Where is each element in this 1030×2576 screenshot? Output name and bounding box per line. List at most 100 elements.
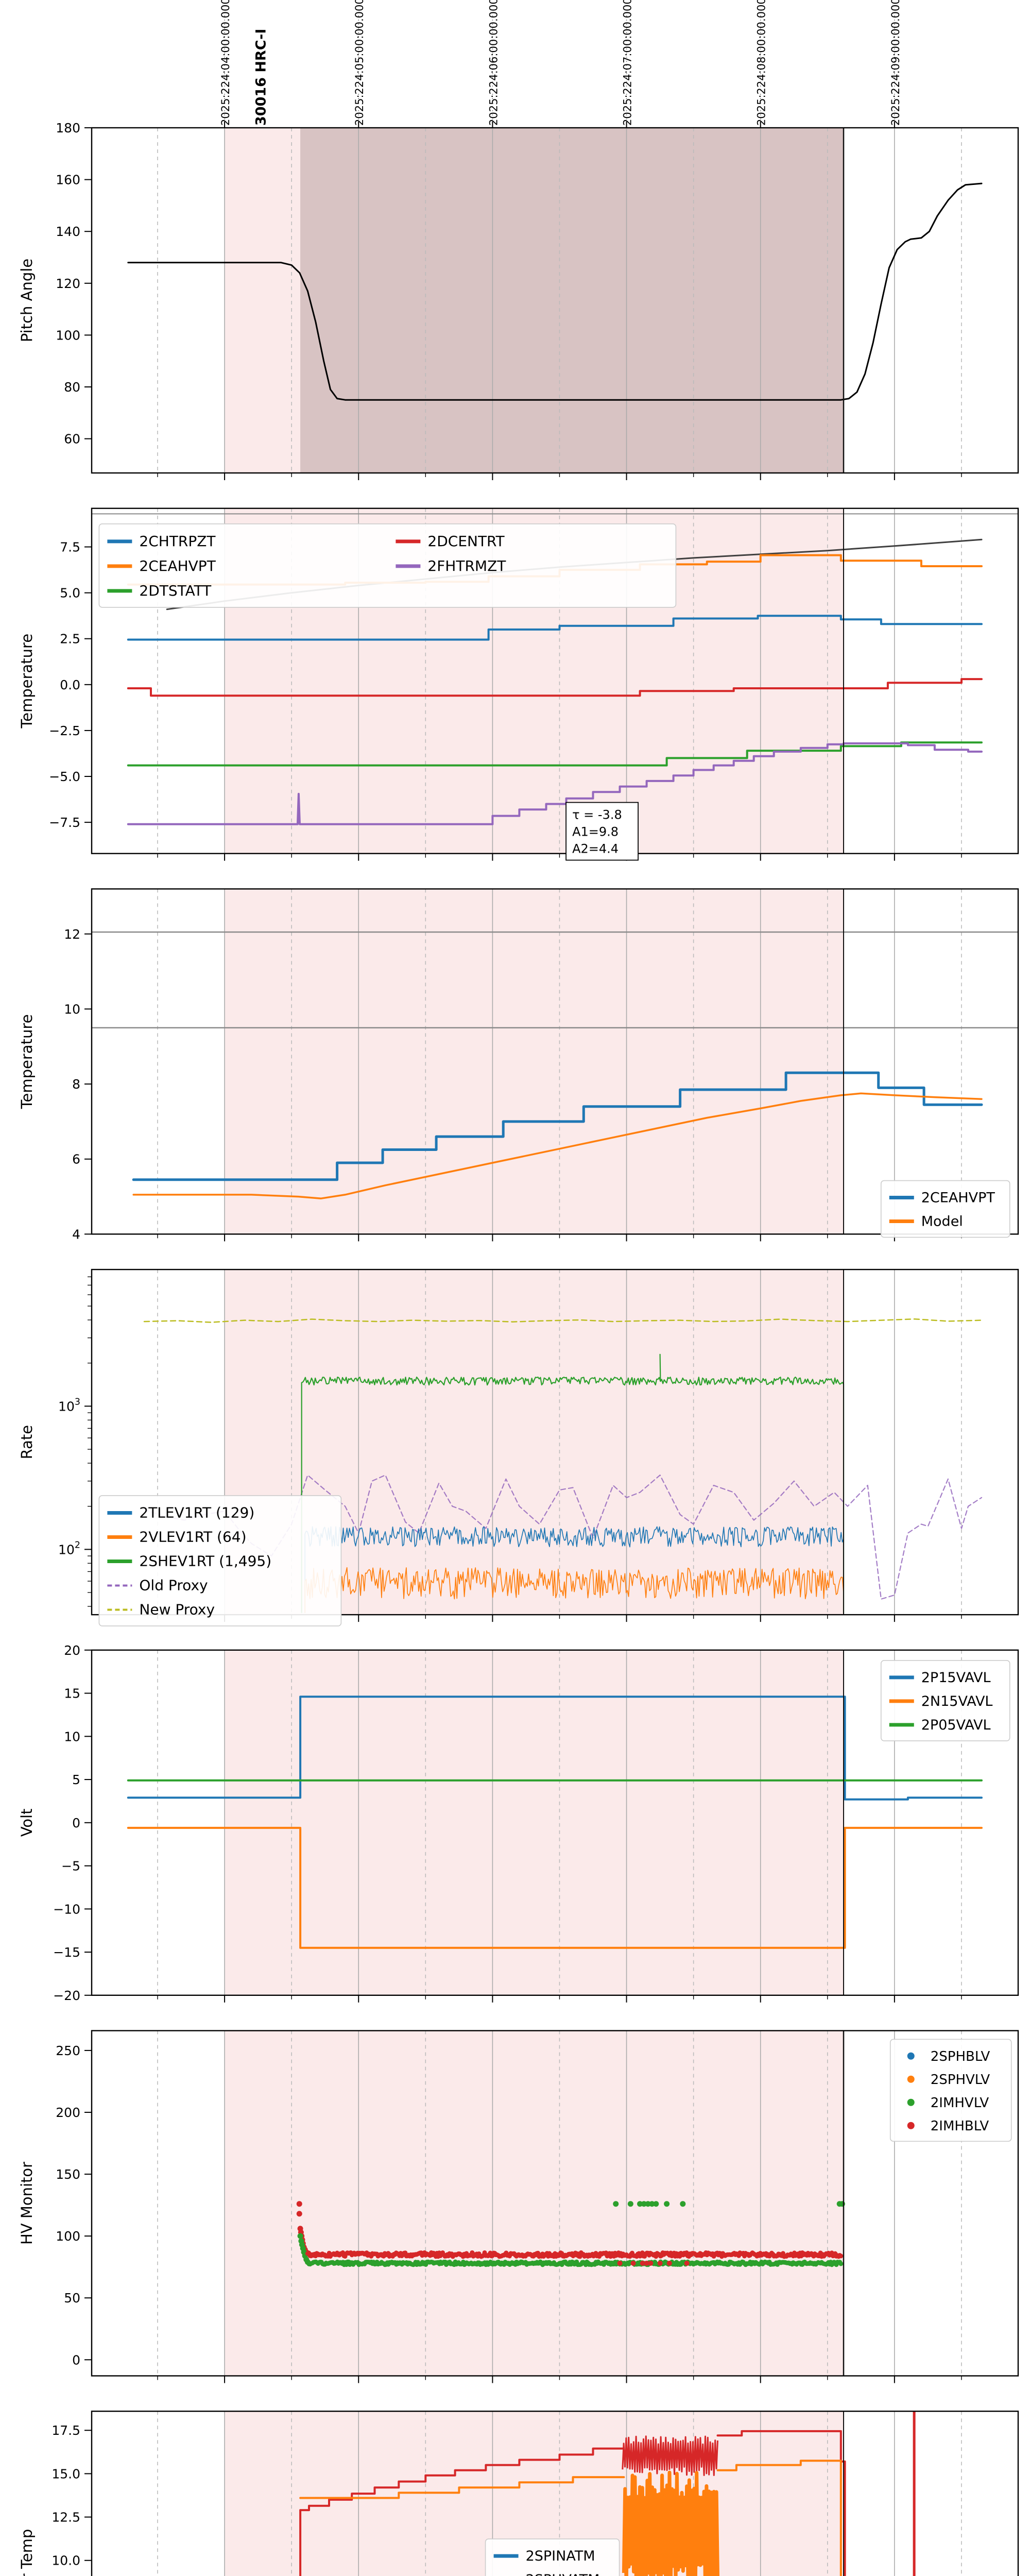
series-pitch-angle [127,182,983,401]
y-tick-label: 5.0 [60,586,80,601]
series-2IMHBLV-band [305,2250,844,2259]
y-tick-label: 5 [72,1772,80,1787]
legend-label: 2SPHBLV [931,2049,990,2064]
data-point [657,2260,663,2266]
y-tick-label: 12 [64,927,80,942]
radzone-shade [300,128,844,473]
legend-label: 2P05VAVL [921,1717,991,1733]
y-tick-label: −5.0 [49,769,80,784]
legend-label: 2SPHVLV [931,2072,990,2088]
series-layer [299,2430,846,2576]
panel-pitch: 60 80 100 120 140 160 180 Pitch Angle [18,121,1019,480]
y-tick-label: 160 [56,173,80,188]
y-tick-label: 103 [58,1397,80,1414]
data-point [645,2201,651,2207]
axes-spines [91,507,1019,854]
data-point [644,2260,649,2266]
y-axis-label: Rate [18,1425,36,1460]
legend: 2TLEV1RT (129) 2VLEV1RT (64) 2SHEV1RT (1,4… [98,1495,342,1626]
series-2DCENTRT [127,678,983,697]
top-timestamp-label: 2025:224:08:00:00.000 [756,0,768,126]
data-point [296,2201,302,2207]
data-point [297,2233,303,2239]
legend: 2CEAHVPT Model [880,1180,1010,1238]
data-point [296,2211,302,2217]
y-axis-label: Temperature [18,634,36,729]
legend: 2SPHBLV 2SPHVLV 2IMHVLV 2IMHBLV [889,2039,1012,2142]
series-2VLEV1RT [304,1567,844,1613]
panel-rate: 102 103 Rate 2TLEV1RT (129) 2VLEV1RT (64) 2SH… [18,1268,1019,1626]
y-axis-label: Detector Temp [18,2529,36,2576]
series-2IMHBLV-low [617,2260,690,2266]
y-tick-label: −5 [61,1859,80,1874]
series-new-proxy [143,1318,983,1323]
legend-label: Model [921,1214,963,1230]
series-2TLEV1RT [304,1526,844,1613]
series-layer [296,2201,845,2267]
legend-marker [907,2052,915,2060]
legend-label: 2DTSTATT [139,582,212,599]
panel-ceahvpt: 4 6 8 10 12 Temperature 2CEAHVPT Model [18,888,1019,1242]
legend-label: New Proxy [139,1601,215,1618]
top-timestamp-label: 2025:224:06:00:00.000 [487,0,500,126]
data-point [684,2260,690,2266]
annotation-box [565,802,639,861]
y-tick-label: 80 [64,380,80,395]
y-tick-label: 20 [64,1643,80,1658]
panel-volt: −20−15−10−505101520Volt2P15VAVL2N15VAVL2… [18,1643,1019,2003]
series-2CHTRPZT [127,615,983,641]
y-tick-label: 15.0 [52,2466,80,2481]
y-tick-label: 102 [58,1540,80,1557]
y-tick-label: 120 [56,276,80,291]
series-2IMHVATM-burst [622,2435,718,2476]
legend-label: 2CEAHVPT [921,1190,995,1206]
annotation-line: τ = -3.8 [572,808,622,822]
legend-label: 2TLEV1RT (129) [139,1504,254,1521]
science-shade [225,128,844,473]
data-point [617,2260,623,2266]
y-tick-label: 7.5 [60,540,80,555]
panel-dettemp: 0.02.55.07.510.012.515.017.5Detector Tem… [18,2411,1019,2576]
science-shade [225,889,844,1234]
legend-label: 2N15VAVL [921,1693,993,1709]
y-tick-label: −7.5 [49,815,80,830]
axes-spines [91,1268,1019,1616]
top-timestamp-label: 2025:224:07:00:00.000 [622,0,634,126]
top-timestamp-label: 2025:224:05:00:00.000 [353,0,366,126]
y-tick-label: 100 [56,328,80,343]
legend-label: 2IMHBLV [931,2119,989,2134]
legend: 2P15VAVL 2N15VAVL 2P05VAVL [880,1660,1010,1741]
data-point [666,2260,672,2266]
data-point [653,2201,659,2207]
data-point [640,2260,645,2266]
top-time-axis: 2025:224:04:00:00.000 2025:224:05:00:00.0… [219,0,902,128]
y-tick-label: 100 [56,2229,80,2244]
science-shade [225,1650,844,1995]
legend-label: 2IMHVLV [931,2095,989,2111]
y-tick-label: 200 [56,2105,80,2120]
y-tick-label: 12.5 [52,2510,80,2525]
legend-box [98,523,677,608]
panel-temps: −7.5 −5.0 −2.5 0.0 2.5 5.0 7.5 Temperature 2CHTR… [18,507,1019,861]
series-layer [127,1696,983,1949]
legend-box [98,1495,342,1626]
y-axis-label: HV Monitor [18,2162,36,2245]
data-point [627,2201,633,2207]
series-2IMHVATM-a [299,2447,624,2576]
axes-spines [91,2030,1019,2377]
y-tick-label: 0 [72,2352,80,2367]
legend-marker [907,2075,915,2083]
data-point [649,2201,655,2207]
series-2IMHVLV-band [306,2259,844,2267]
legend-label: 2CEAHVPT [139,557,216,574]
y-tick-label: 180 [56,121,80,135]
data-point [613,2201,619,2207]
annotation-line: A2=4.4 [572,842,619,856]
obsid-label: 30016 HRC-I [253,29,269,126]
series-layer [127,182,983,401]
y-tick-label: 17.5 [52,2423,80,2438]
y-tick-label: 10.0 [52,2553,80,2568]
legend-label: 2P15VAVL [921,1670,991,1686]
y-tick-label: 150 [56,2167,80,2182]
